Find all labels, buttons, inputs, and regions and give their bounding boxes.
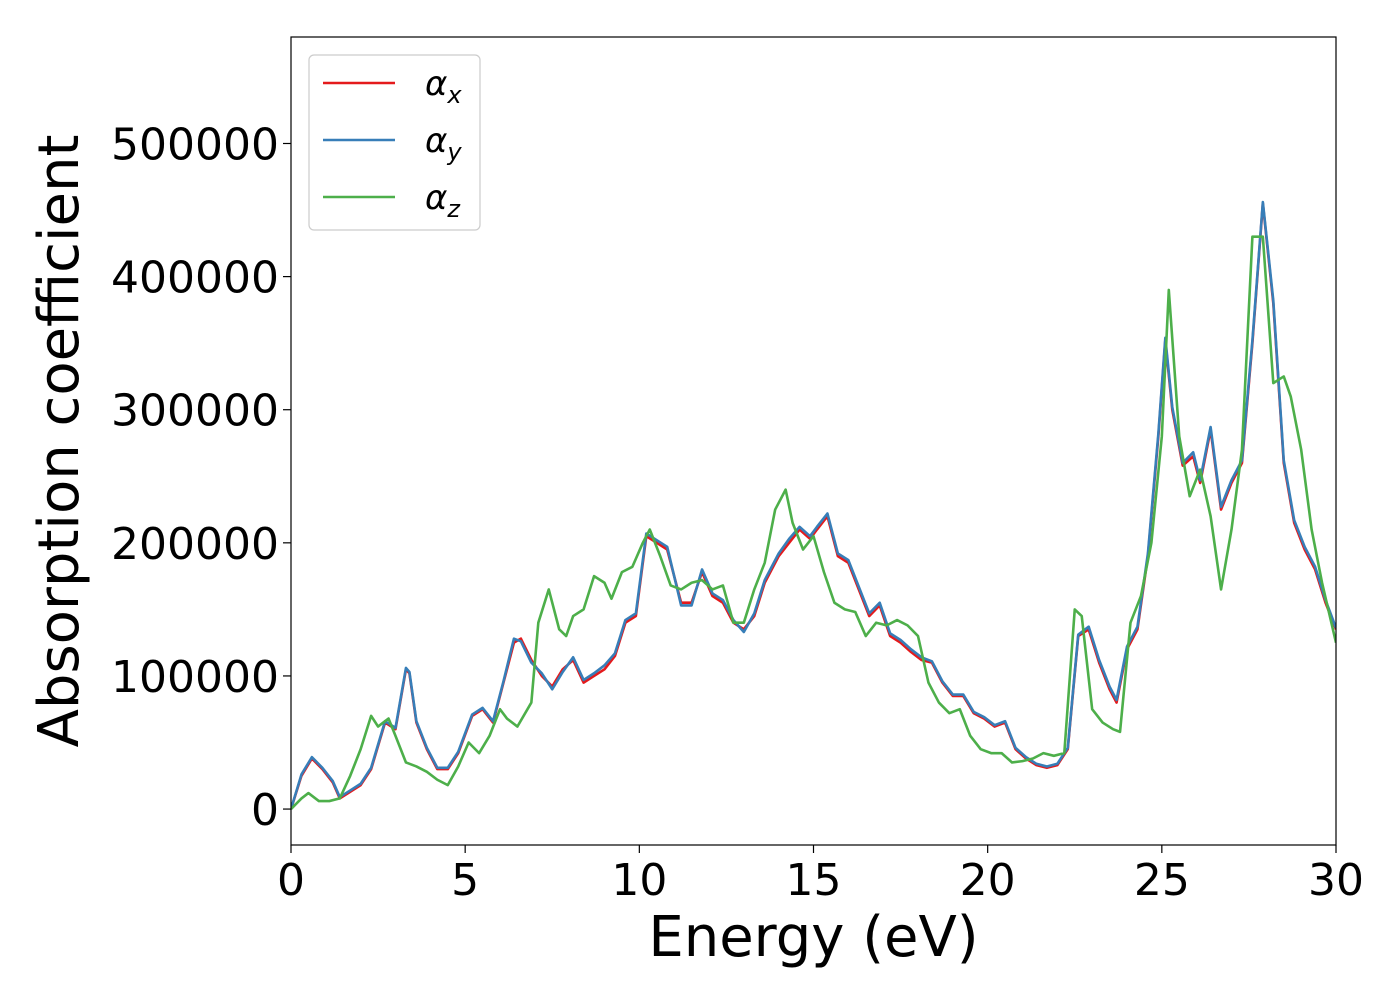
x-axis-ticks: 0 5 10 15 20 25 30 <box>277 845 1364 906</box>
y-tick-label: 300000 <box>111 386 279 437</box>
x-tick-label: 15 <box>786 855 842 906</box>
y-axis-title: Absorption coefficient <box>27 135 92 748</box>
legend-label-z: αz <box>425 178 461 223</box>
legend-box <box>308 54 481 231</box>
series-line-z <box>291 235 1336 810</box>
x-tick-label: 5 <box>451 855 479 906</box>
x-tick-label: 0 <box>277 855 305 906</box>
x-axis-title: Energy (eV) <box>648 905 978 970</box>
legend-label-y: αy <box>425 121 462 166</box>
y-tick-label: 400000 <box>111 253 279 304</box>
y-tick-label: 200000 <box>111 519 279 570</box>
series-layer <box>291 200 1336 810</box>
x-tick-label: 10 <box>611 855 667 906</box>
y-tick-label: 500000 <box>111 119 279 170</box>
y-axis-ticks: 0 100000 200000 300000 400000 500000 <box>111 119 291 836</box>
legend-label-x: αx <box>425 64 462 109</box>
x-tick-label: 30 <box>1308 855 1364 906</box>
legend: αx αy αz <box>308 54 481 231</box>
y-tick-label: 0 <box>251 785 279 836</box>
x-tick-label: 20 <box>960 855 1016 906</box>
x-tick-label: 25 <box>1134 855 1190 906</box>
y-tick-label: 100000 <box>111 652 279 703</box>
